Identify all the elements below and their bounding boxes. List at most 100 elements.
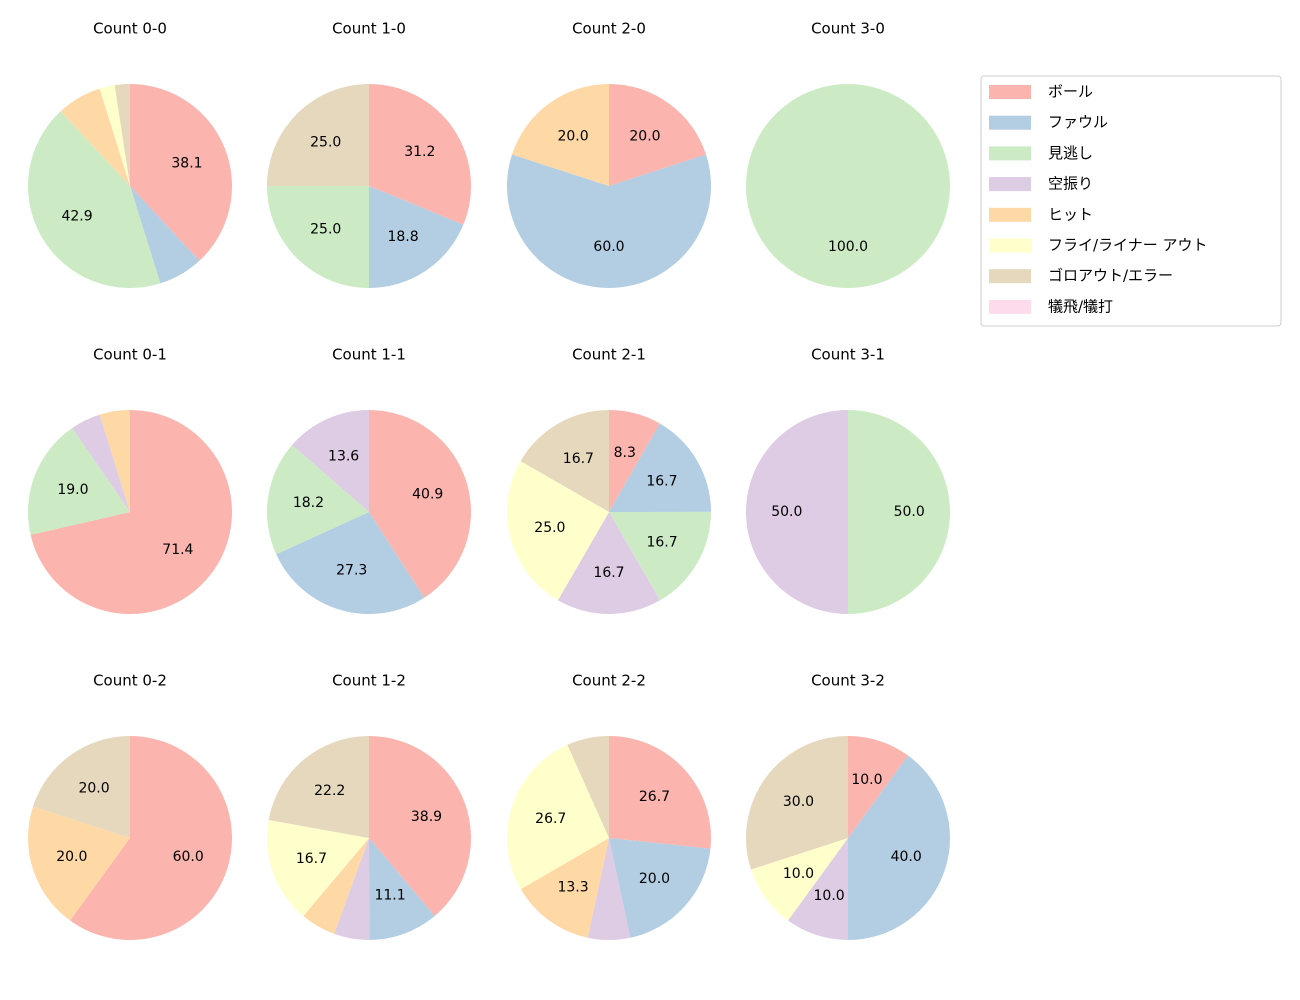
pie-slice <box>114 84 130 186</box>
pie-title: Count 0-0 <box>93 20 167 38</box>
pie-slice <box>520 410 609 512</box>
pie-slice <box>334 838 370 940</box>
data-label: 20.0 <box>629 128 660 144</box>
legend-swatch <box>989 238 1031 253</box>
data-label: 10.0 <box>783 866 814 882</box>
legend-swatch <box>989 146 1031 161</box>
data-label: 18.8 <box>387 229 418 245</box>
pie-slice <box>267 186 369 288</box>
pie-slice <box>507 461 609 601</box>
data-label: 18.2 <box>293 495 324 511</box>
pie-title: Count 2-0 <box>572 20 646 38</box>
data-label: 8.3 <box>614 445 636 461</box>
legend-label: フライ/ライナー アウト <box>1048 236 1208 254</box>
pie-slice <box>267 445 369 555</box>
legend-swatch <box>989 299 1031 314</box>
pie-slice <box>507 154 711 289</box>
pie-slice <box>848 755 951 940</box>
data-label: 100.0 <box>828 239 868 255</box>
data-label: 38.1 <box>171 156 202 172</box>
pie-title: Count 1-1 <box>332 346 406 364</box>
pie-slice <box>268 735 369 838</box>
pie-slice <box>587 838 631 941</box>
data-label: 13.3 <box>557 880 588 896</box>
pie-slice <box>72 414 130 512</box>
pie-slice <box>511 84 609 186</box>
pie-slice <box>609 423 711 512</box>
pie-slice <box>27 806 130 921</box>
data-label: 60.0 <box>593 239 624 255</box>
pie-slice <box>567 736 609 838</box>
data-label: 20.0 <box>56 849 87 865</box>
data-label: 40.9 <box>412 487 443 503</box>
data-label: 50.0 <box>771 504 802 520</box>
data-label: 19.0 <box>57 482 88 498</box>
pie-slice <box>609 838 711 938</box>
legend-swatch <box>989 269 1031 284</box>
data-label: 10.0 <box>814 888 845 904</box>
data-label: 40.0 <box>891 849 922 865</box>
data-label: 16.7 <box>296 851 327 867</box>
legend-label: 見逃し <box>1048 144 1093 162</box>
pie-slice <box>557 512 661 615</box>
pie-slice <box>303 838 369 934</box>
pie-slice <box>750 838 848 921</box>
pie-title: Count 1-2 <box>332 672 406 690</box>
pie-slice <box>520 838 609 938</box>
data-label: 60.0 <box>173 849 204 865</box>
data-label: 26.7 <box>535 811 566 827</box>
data-label: 20.0 <box>639 871 670 887</box>
pie-slice <box>788 838 848 941</box>
pie-slice <box>609 511 711 601</box>
pie-title: Count 2-2 <box>572 672 646 690</box>
data-label: 30.0 <box>783 794 814 810</box>
pie-slice <box>32 736 131 838</box>
pie-slice <box>746 410 848 614</box>
data-label: 27.3 <box>336 563 367 579</box>
pie-slice <box>609 736 711 849</box>
data-label: 25.0 <box>310 135 341 151</box>
data-label: 16.7 <box>646 535 677 551</box>
data-label: 10.0 <box>851 772 882 788</box>
pie-title: Count 0-1 <box>93 346 167 364</box>
legend-swatch <box>989 177 1031 192</box>
pie-slice <box>60 88 130 186</box>
pie-slice <box>27 111 161 289</box>
data-label: 71.4 <box>162 542 193 558</box>
pie-slice <box>292 410 369 512</box>
data-label: 26.7 <box>639 789 670 805</box>
data-label: 20.0 <box>78 780 109 796</box>
pie-slice <box>746 736 848 870</box>
legend-label: ボール <box>1048 83 1093 101</box>
data-label: 22.2 <box>314 783 345 799</box>
data-label: 11.1 <box>374 887 405 903</box>
pie-slice <box>276 512 425 614</box>
pie-slice <box>369 186 464 288</box>
pie-slice <box>267 84 369 186</box>
pie-title: Count 3-1 <box>811 346 885 364</box>
pie-slice <box>848 410 950 614</box>
pie-title: Count 1-0 <box>332 20 406 38</box>
legend-label: ゴロアウト/エラー <box>1048 267 1173 285</box>
pie-slice <box>369 410 472 598</box>
data-label: 16.7 <box>593 565 624 581</box>
pie-slice <box>609 410 660 512</box>
legend-swatch <box>989 85 1031 99</box>
legend-swatch <box>989 115 1031 130</box>
legend-swatch <box>989 207 1031 222</box>
data-label: 25.0 <box>534 520 565 536</box>
pie-title: Count 3-0 <box>811 20 885 38</box>
pie-slice <box>28 427 131 535</box>
legend-label: ファウル <box>1048 113 1108 131</box>
pie-slice <box>609 84 707 186</box>
data-label: 31.2 <box>404 144 435 160</box>
legend-label: 空振り <box>1048 175 1093 193</box>
legend-box <box>980 75 1282 327</box>
data-label: 16.7 <box>563 451 594 467</box>
data-label: 38.9 <box>411 809 442 825</box>
pie-slice <box>99 85 130 186</box>
pie-slice <box>130 186 200 284</box>
pie-slice <box>369 736 471 917</box>
